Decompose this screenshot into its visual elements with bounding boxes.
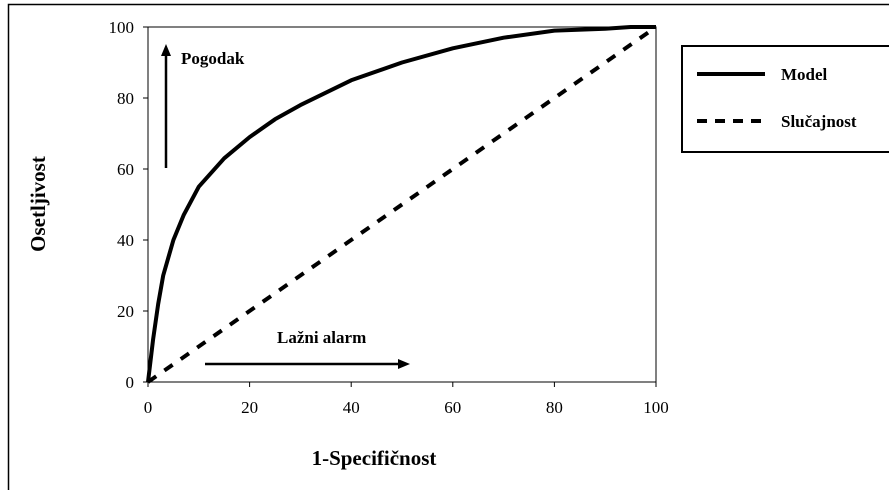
x-tick-label: 20 <box>241 398 258 417</box>
chart-frame <box>7 3 889 490</box>
x-axis-ticks: 0 20 40 60 80 100 <box>144 382 669 417</box>
y-tick-label: 100 <box>109 18 135 37</box>
y-tick-label: 80 <box>117 89 134 108</box>
y-tick-label: 40 <box>117 231 134 250</box>
pogodak-arrow-head <box>161 44 171 56</box>
y-axis-title: Osetljivost <box>26 156 50 252</box>
y-axis-ticks: 0 20 40 60 80 100 <box>109 18 148 392</box>
legend-box <box>681 45 889 153</box>
x-tick-label: 60 <box>444 398 461 417</box>
x-tick-label: 40 <box>343 398 360 417</box>
x-tick-label: 80 <box>546 398 563 417</box>
y-tick-label: 20 <box>117 302 134 321</box>
legend: Model Slučajnost <box>681 45 889 153</box>
lazni-alarm-label: Lažni alarm <box>277 328 366 347</box>
y-tick-label: 0 <box>126 373 135 392</box>
y-tick-label: 60 <box>117 160 134 179</box>
x-axis-title: 1-Specifičnost <box>312 446 437 470</box>
series-line-model <box>146 25 656 383</box>
x-tick-label: 100 <box>643 398 669 417</box>
pogodak-label: Pogodak <box>181 49 245 68</box>
series-layer <box>146 25 658 384</box>
annotation-lazni-alarm: Lažni alarm <box>205 328 410 369</box>
x-tick-label: 0 <box>144 398 153 417</box>
plot-area <box>147 26 657 383</box>
annotation-pogodak: Pogodak <box>161 44 245 168</box>
legend-slucajnost-label: Slučajnost <box>781 112 857 131</box>
legend-model-label: Model <box>781 65 828 84</box>
series-line-slucajnost <box>146 25 658 384</box>
lazni-alarm-arrow-head <box>398 359 410 369</box>
